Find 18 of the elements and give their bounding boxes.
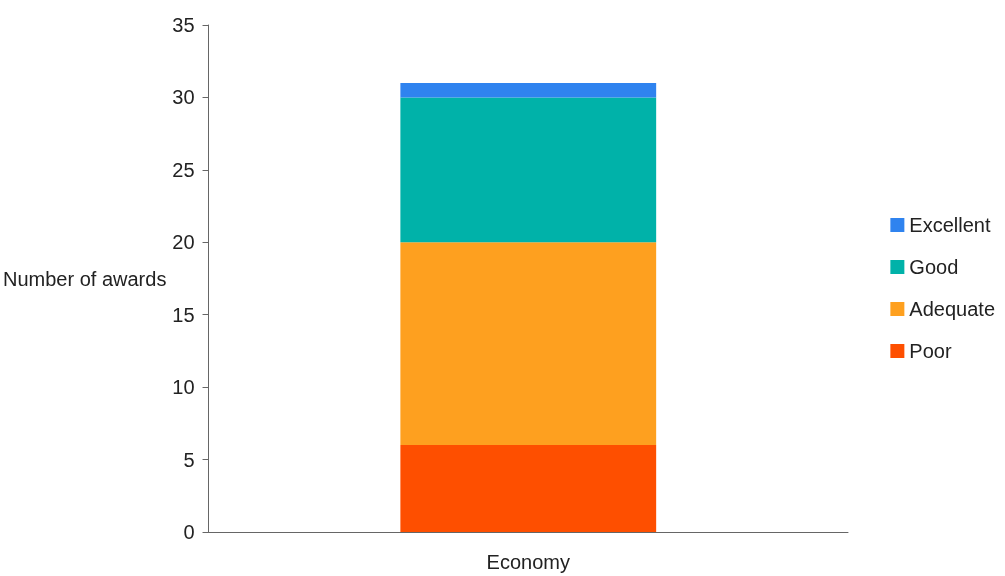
bar: [400, 242, 657, 446]
y-tick-label: 30: [172, 86, 195, 109]
bar: [400, 82, 657, 98]
bar: [400, 445, 657, 532]
y-tick-label: 35: [172, 14, 195, 36]
legend-label: Poor: [909, 340, 952, 362]
legend-label: Adequate: [909, 298, 996, 320]
y-tick-label: 15: [172, 303, 195, 326]
y-tick-label: 0: [183, 521, 195, 543]
y-tick-label: 25: [172, 158, 195, 181]
legend-label: Good: [909, 256, 959, 278]
y-tick-label: 20: [172, 231, 195, 254]
bar: [400, 97, 657, 243]
y-axis-title: Number of awards: [3, 267, 167, 290]
x-tick-label: Economy: [486, 551, 570, 573]
y-tick-label: 5: [183, 448, 195, 471]
legend-label: Excellent: [909, 214, 991, 236]
y-tick-label: 10: [172, 376, 195, 399]
